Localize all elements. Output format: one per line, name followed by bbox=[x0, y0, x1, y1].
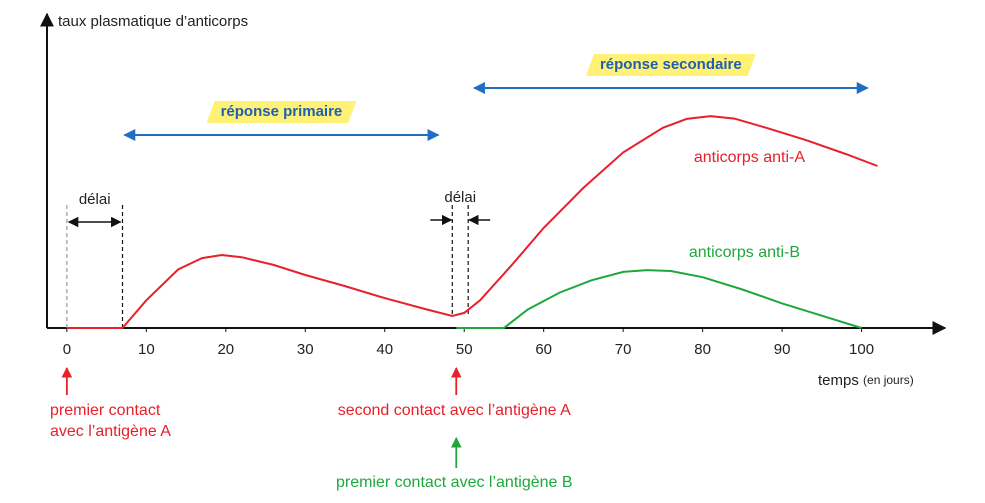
x-tick-label: 60 bbox=[535, 341, 552, 358]
x-tick-label: 70 bbox=[615, 341, 632, 358]
contact-label: premier contact bbox=[50, 402, 161, 419]
series-label: anticorps anti-B bbox=[689, 244, 800, 261]
x-tick-label: 20 bbox=[217, 341, 234, 358]
contact-label: avec l’antigène A bbox=[50, 423, 171, 440]
span-highlight bbox=[585, 54, 756, 76]
span-label: réponse primaire bbox=[221, 103, 343, 120]
span-highlight bbox=[206, 101, 357, 123]
x-axis-label: temps (en jours) bbox=[818, 372, 914, 389]
series-label: anticorps anti-A bbox=[694, 149, 805, 166]
contact-label: second contact avec l’antigène A bbox=[338, 402, 571, 419]
delay-label: délai bbox=[444, 189, 476, 206]
x-tick-label: 100 bbox=[849, 341, 874, 358]
x-tick-label: 50 bbox=[456, 341, 473, 358]
series-line bbox=[66, 115, 878, 329]
x-axis-label-main: temps bbox=[818, 372, 859, 389]
span-label: réponse secondaire bbox=[600, 56, 742, 73]
contact-label: premier contact avec l’antigène B bbox=[336, 474, 573, 491]
x-tick-label: 0 bbox=[63, 341, 71, 358]
x-tick-label: 30 bbox=[297, 341, 314, 358]
x-axis-label-unit: (en jours) bbox=[863, 373, 914, 387]
delay-label: délai bbox=[79, 191, 111, 208]
y-axis-label: taux plasmatique d’anticorps bbox=[58, 13, 248, 30]
x-tick-label: 80 bbox=[694, 341, 711, 358]
series-line bbox=[456, 269, 862, 329]
x-tick-label: 40 bbox=[376, 341, 393, 358]
x-tick-label: 90 bbox=[774, 341, 791, 358]
x-tick-label: 10 bbox=[138, 341, 155, 358]
